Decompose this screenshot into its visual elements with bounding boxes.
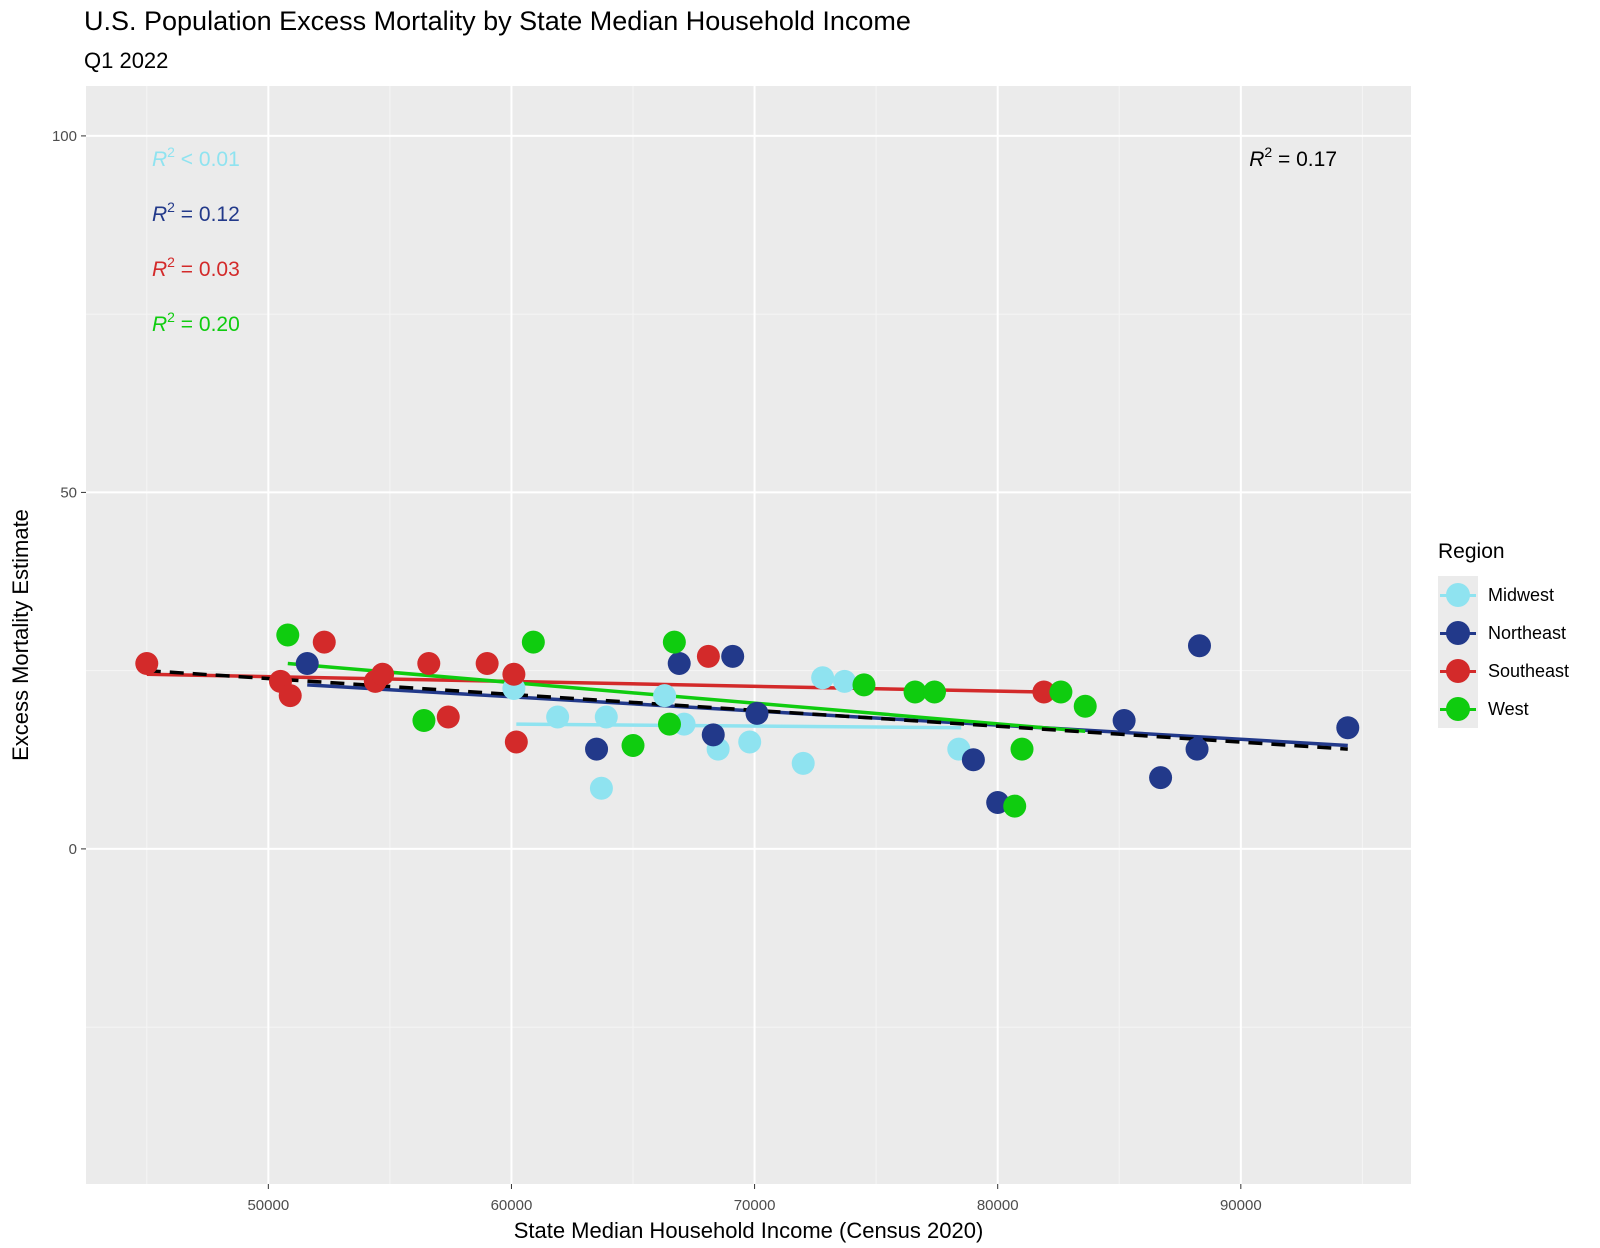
data-point-northeast	[667, 652, 691, 676]
fit-line-west	[287, 661, 1086, 733]
fit-line-midwest	[516, 722, 962, 730]
data-point-northeast	[721, 644, 745, 668]
data-point-west	[1010, 737, 1034, 761]
data-point-southeast	[371, 662, 395, 686]
data-point-west	[852, 673, 876, 697]
legend-title: Region	[1438, 540, 1505, 563]
r2-annotation-overall: R2 = 0.17	[1249, 144, 1337, 171]
legend-key	[1438, 652, 1478, 690]
r2-annotation-northeast: R2 = 0.12	[152, 199, 240, 226]
data-point-northeast	[745, 701, 769, 725]
data-point-northeast	[295, 652, 319, 676]
x-tick-label: 70000	[734, 1197, 776, 1214]
chart-subtitle: Q1 2022	[84, 48, 169, 73]
data-point-west	[412, 709, 436, 733]
legend-label: West	[1488, 698, 1529, 719]
legend-dot	[1446, 697, 1470, 721]
data-point-west	[276, 623, 300, 647]
data-point-west	[1049, 680, 1073, 704]
x-tick-label: 90000	[1220, 1197, 1262, 1214]
data-point-northeast	[1336, 716, 1360, 740]
data-point-west	[903, 680, 927, 704]
y-tick-label: 100	[52, 128, 77, 145]
data-point-southeast	[1032, 680, 1056, 704]
x-tick-label: 50000	[247, 1197, 289, 1214]
data-point-midwest	[653, 684, 677, 708]
legend-item-midwest: Midwest	[1438, 576, 1569, 614]
legend-label: Southeast	[1488, 660, 1570, 681]
chart-title: U.S. Population Excess Mortality by Stat…	[84, 6, 911, 36]
plot-panel	[86, 86, 1411, 1184]
x-tick-label: 80000	[977, 1197, 1019, 1214]
legend-key	[1438, 576, 1478, 614]
r2-annotation-midwest: R2 < 0.01	[152, 144, 240, 171]
data-point-northeast	[1149, 766, 1173, 790]
data-point-midwest	[546, 705, 570, 729]
data-point-midwest	[791, 751, 815, 775]
fit-line-northeast	[307, 683, 1348, 748]
data-point-southeast	[475, 652, 499, 676]
legend-item-west: West	[1438, 690, 1569, 728]
data-point-southeast	[135, 652, 159, 676]
legend-label: Midwest	[1488, 584, 1555, 605]
r2-annotation-west: R2 = 0.20	[152, 309, 240, 336]
data-point-west	[662, 630, 686, 654]
x-axis-title: State Median Household Income (Census 20…	[514, 1218, 984, 1243]
data-point-southeast	[312, 630, 336, 654]
data-point-northeast	[585, 737, 609, 761]
legend-key	[1438, 614, 1478, 652]
data-point-midwest	[594, 705, 618, 729]
data-point-west	[922, 680, 946, 704]
legend-dot	[1446, 621, 1470, 645]
data-point-midwest	[811, 666, 835, 690]
data-point-northeast	[701, 723, 725, 747]
data-point-southeast	[504, 730, 528, 754]
x-tick-label: 60000	[491, 1197, 533, 1214]
data-point-northeast	[961, 748, 985, 772]
legend: Region Midwest Northeast Southeast West	[1438, 540, 1569, 728]
data-point-west	[621, 734, 645, 758]
data-point-southeast	[417, 652, 441, 676]
data-point-midwest	[589, 776, 613, 800]
y-axis-title: Excess Mortality Estimate	[8, 509, 33, 761]
r2-annotation-southeast: R2 = 0.03	[152, 254, 240, 281]
data-point-southeast	[696, 644, 720, 668]
data-point-west	[1003, 794, 1027, 818]
data-point-southeast	[502, 662, 526, 686]
data-point-west	[521, 630, 545, 654]
legend-items: Midwest Northeast Southeast West	[1438, 576, 1569, 728]
y-tick-label: 0	[69, 841, 77, 858]
legend-item-southeast: Southeast	[1438, 652, 1569, 690]
legend-dot	[1446, 583, 1470, 607]
legend-dot	[1446, 659, 1470, 683]
data-point-west	[657, 712, 681, 736]
fit-line-southeast	[146, 672, 1044, 694]
data-point-southeast	[436, 705, 460, 729]
data-point-midwest	[833, 669, 857, 693]
legend-item-northeast: Northeast	[1438, 614, 1569, 652]
data-point-northeast	[1112, 709, 1136, 733]
legend-key	[1438, 690, 1478, 728]
data-point-midwest	[738, 730, 762, 754]
data-point-west	[1073, 694, 1097, 718]
legend-label: Northeast	[1488, 622, 1567, 643]
data-point-northeast	[1185, 737, 1209, 761]
y-tick-label: 50	[60, 484, 77, 501]
data-point-northeast	[1187, 634, 1211, 658]
data-point-southeast	[278, 684, 302, 708]
